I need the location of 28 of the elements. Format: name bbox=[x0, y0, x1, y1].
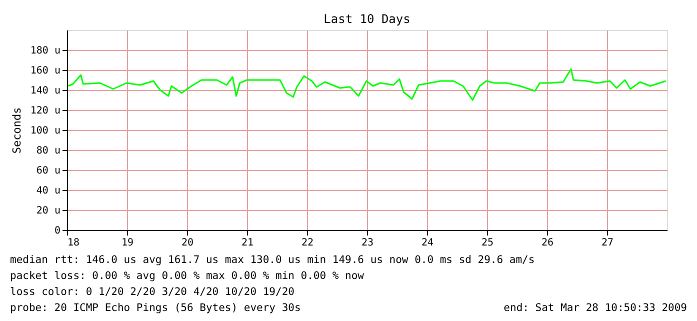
x-tick-label: 25 bbox=[481, 238, 494, 248]
x-tick-label: 22 bbox=[301, 238, 314, 248]
chart-title: Last 10 Days bbox=[324, 12, 410, 26]
x-tick-label: 20 bbox=[181, 238, 194, 248]
x-tick-label: 27 bbox=[601, 238, 614, 248]
y-tick-label: 80 u bbox=[36, 146, 60, 156]
y-tick-label: 160 u bbox=[30, 66, 60, 76]
line-series bbox=[67, 68, 667, 101]
y-tick-label: 0 bbox=[54, 226, 60, 236]
x-tick-label: 21 bbox=[241, 238, 254, 248]
text: packet loss: 0.00 % avg 0.00 % max 0.00 % min 0.00 % now bbox=[10, 270, 365, 282]
text: median rtt: 146.0 us avg 161.7 us max 130.0 us min 149.6 us now 0.0 ms sd 29.6 am/s bbox=[10, 254, 535, 266]
y-tick-label: 100 u bbox=[30, 126, 60, 136]
x-tick-label: 26 bbox=[541, 238, 554, 248]
x-tick-label: 18 bbox=[68, 238, 80, 248]
text: loss color: 0 1/20 2/20 3/20 4/20 10/20 19/20 bbox=[10, 286, 294, 298]
y-tick-label: 180 u bbox=[30, 46, 60, 56]
x-tick-label: 23 bbox=[361, 238, 374, 248]
y-tick-label: 60 u bbox=[36, 166, 60, 176]
y-tick-label: 20 u bbox=[36, 206, 60, 216]
text: end: Sat Mar 28 10:50:33 2009 bbox=[504, 302, 687, 314]
y-tick-label: 120 u bbox=[30, 106, 60, 116]
y-axis-title: Seconds bbox=[10, 107, 24, 154]
y-tick-label: 40 u bbox=[36, 186, 60, 196]
x-tick-label: 24 bbox=[421, 238, 434, 248]
text: probe: 20 ICMP Echo Pings (56 Bytes) every 30s bbox=[10, 302, 301, 314]
x-tick-label: 19 bbox=[121, 238, 134, 248]
y-tick-label: 140 u bbox=[30, 86, 60, 96]
